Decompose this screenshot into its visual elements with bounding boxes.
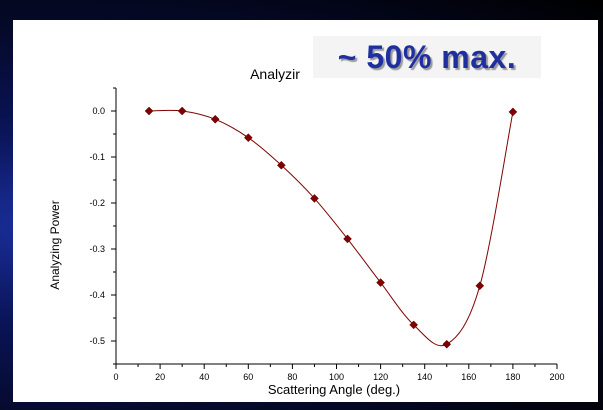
x-tick-label: 100 bbox=[329, 372, 344, 382]
data-points bbox=[144, 106, 518, 349]
x-tick-label: 80 bbox=[287, 372, 297, 382]
data-point bbox=[376, 278, 385, 287]
chart-svg: Analyzir 0 20 40 60 80 100 120 140 160 180 200 0.0 -… bbox=[48, 66, 565, 397]
callout-text: ~ 50% max. bbox=[337, 38, 517, 75]
data-point bbox=[343, 234, 352, 244]
callout-box: ~ 50% max. bbox=[313, 36, 541, 78]
data-point bbox=[508, 107, 518, 117]
y-tick-label: -0.3 bbox=[89, 244, 105, 254]
y-tick-label: 0.0 bbox=[92, 106, 105, 116]
y-axis-label: Analyzing Power bbox=[48, 200, 62, 289]
data-point bbox=[442, 339, 452, 349]
x-tick-label: 0 bbox=[113, 372, 118, 382]
chart-title: Analyzir bbox=[250, 66, 300, 82]
x-tick-label: 200 bbox=[549, 372, 564, 382]
x-axis-label: Scattering Angle (deg.) bbox=[268, 382, 400, 397]
x-tick-label: 120 bbox=[373, 372, 388, 382]
y-tick-label: -0.4 bbox=[89, 290, 105, 300]
y-tick-label: -0.1 bbox=[89, 152, 105, 162]
y-tick-label: -0.5 bbox=[89, 336, 105, 346]
x-tick-label: 40 bbox=[199, 372, 209, 382]
data-point bbox=[277, 160, 286, 170]
fit-curve bbox=[149, 109, 514, 347]
data-point bbox=[475, 281, 485, 291]
x-tick-label: 140 bbox=[417, 372, 432, 382]
x-tick-label: 180 bbox=[505, 372, 520, 382]
data-point bbox=[210, 114, 220, 124]
x-tick-label: 60 bbox=[243, 372, 253, 382]
data-point bbox=[177, 106, 187, 116]
data-point bbox=[409, 320, 419, 330]
chart-panel: Analyzir 0 20 40 60 80 100 120 140 160 180 200 0.0 -… bbox=[13, 20, 598, 402]
x-tick-label: 160 bbox=[461, 372, 476, 382]
x-tick-label: 20 bbox=[155, 372, 165, 382]
data-point bbox=[310, 194, 319, 203]
y-tick-label: -0.2 bbox=[89, 198, 105, 208]
data-point bbox=[144, 106, 154, 116]
axes: 0 20 40 60 80 100 120 140 160 180 200 0.0 -0.1 -0.2 -0… bbox=[89, 87, 565, 382]
data-point bbox=[243, 133, 253, 143]
